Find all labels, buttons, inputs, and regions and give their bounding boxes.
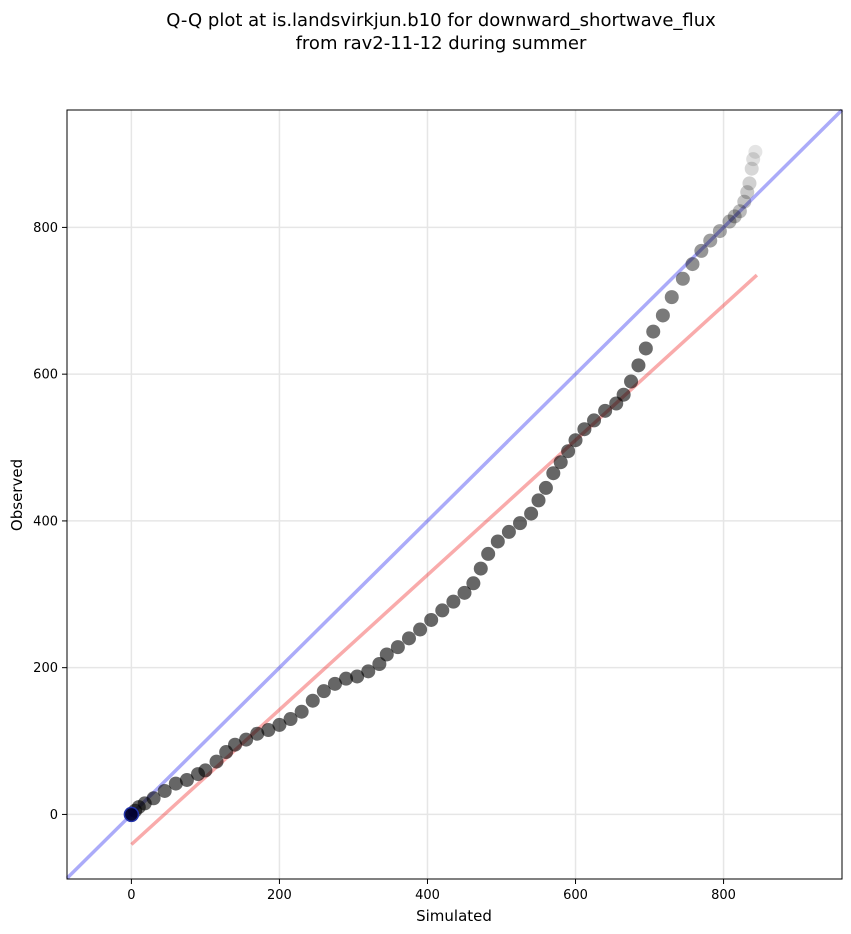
qq-points (123, 144, 763, 823)
qq-point (624, 374, 639, 389)
qq-point (239, 732, 254, 747)
qq-point (568, 433, 583, 448)
reference-line-fit (130, 273, 759, 846)
qq-point (146, 791, 161, 806)
y-tick-label: 400 (33, 514, 58, 529)
x-tick-label: 800 (711, 888, 736, 903)
x-axis-label: Simulated (416, 907, 492, 925)
qq-point (339, 671, 354, 686)
qq-point (198, 763, 213, 778)
qq-point (553, 455, 568, 470)
qq-point (737, 194, 752, 209)
x-tick-label: 0 (127, 888, 135, 903)
qq-point (732, 204, 747, 219)
qq-point (272, 717, 287, 732)
y-tick-label: 200 (33, 661, 58, 676)
qq-point (316, 684, 331, 699)
qq-point (727, 209, 742, 224)
qq-point (327, 676, 342, 691)
qq-point (616, 387, 631, 402)
qq-point (283, 712, 298, 727)
x-tick-label: 400 (415, 888, 440, 903)
qq-point (561, 444, 576, 459)
y-tick-label: 800 (33, 221, 58, 236)
qq-point (746, 152, 761, 167)
x-tick-label: 600 (563, 888, 588, 903)
qq-point (209, 754, 224, 769)
qq-point (524, 506, 539, 521)
grid-lines (67, 110, 842, 879)
qq-point (294, 704, 309, 719)
y-tick-label: 600 (33, 368, 58, 383)
qq-point (531, 493, 546, 508)
qq-point (703, 233, 718, 248)
qq-point (261, 723, 276, 738)
qq-point (748, 144, 763, 159)
qq-point (372, 657, 387, 672)
axis-ticks: 0 200 400 600 800 0 200 400 600 800 (33, 221, 736, 903)
qq-point (577, 422, 592, 437)
y-tick-label: 0 (50, 808, 58, 823)
qq-point (742, 176, 757, 191)
qq-point (350, 669, 365, 684)
qq-point (587, 413, 602, 428)
qq-point (435, 603, 450, 618)
reference-line-1:1 (65, 108, 844, 880)
qq-point (722, 214, 737, 229)
qq-point (250, 726, 265, 741)
qq-point (740, 185, 755, 200)
qq-point (457, 585, 472, 600)
qq-point (664, 290, 679, 305)
qq-point (305, 693, 320, 708)
qq-point-origin (123, 806, 140, 823)
qq-point (424, 612, 439, 627)
qq-point (466, 576, 481, 591)
qq-point (694, 243, 709, 258)
qq-point (157, 783, 172, 798)
qq-point (401, 631, 416, 646)
qq-point (675, 271, 690, 286)
qq-point (473, 561, 488, 576)
qq-point (538, 480, 553, 495)
qq-point (413, 622, 428, 637)
qq-point (446, 594, 461, 609)
qq-point (501, 524, 516, 539)
qq-point (712, 224, 727, 239)
qq-point (655, 308, 670, 323)
qq-point (490, 534, 505, 549)
qq-point (685, 257, 700, 272)
qq-point (361, 664, 376, 679)
qq-point (228, 737, 243, 752)
qq-point (598, 403, 613, 418)
qq-point (179, 772, 194, 787)
qq-point (168, 776, 183, 791)
qq-point (513, 516, 528, 531)
chart-title-line-1: Q-Q plot at is.landsvirkjun.b10 for down… (166, 10, 716, 31)
x-tick-label: 200 (267, 888, 292, 903)
qq-point (481, 546, 496, 561)
chart-title-line-2: from rav2-11-12 during summer (296, 33, 587, 54)
qq-point (379, 647, 394, 662)
y-axis-label: Observed (8, 459, 26, 531)
plot-frame (66, 109, 843, 880)
qq-point (638, 341, 653, 356)
qq-point (631, 358, 646, 373)
qq-point (390, 640, 405, 655)
qq-point (546, 466, 561, 481)
qq-point (646, 324, 661, 339)
qq-point (744, 161, 759, 176)
